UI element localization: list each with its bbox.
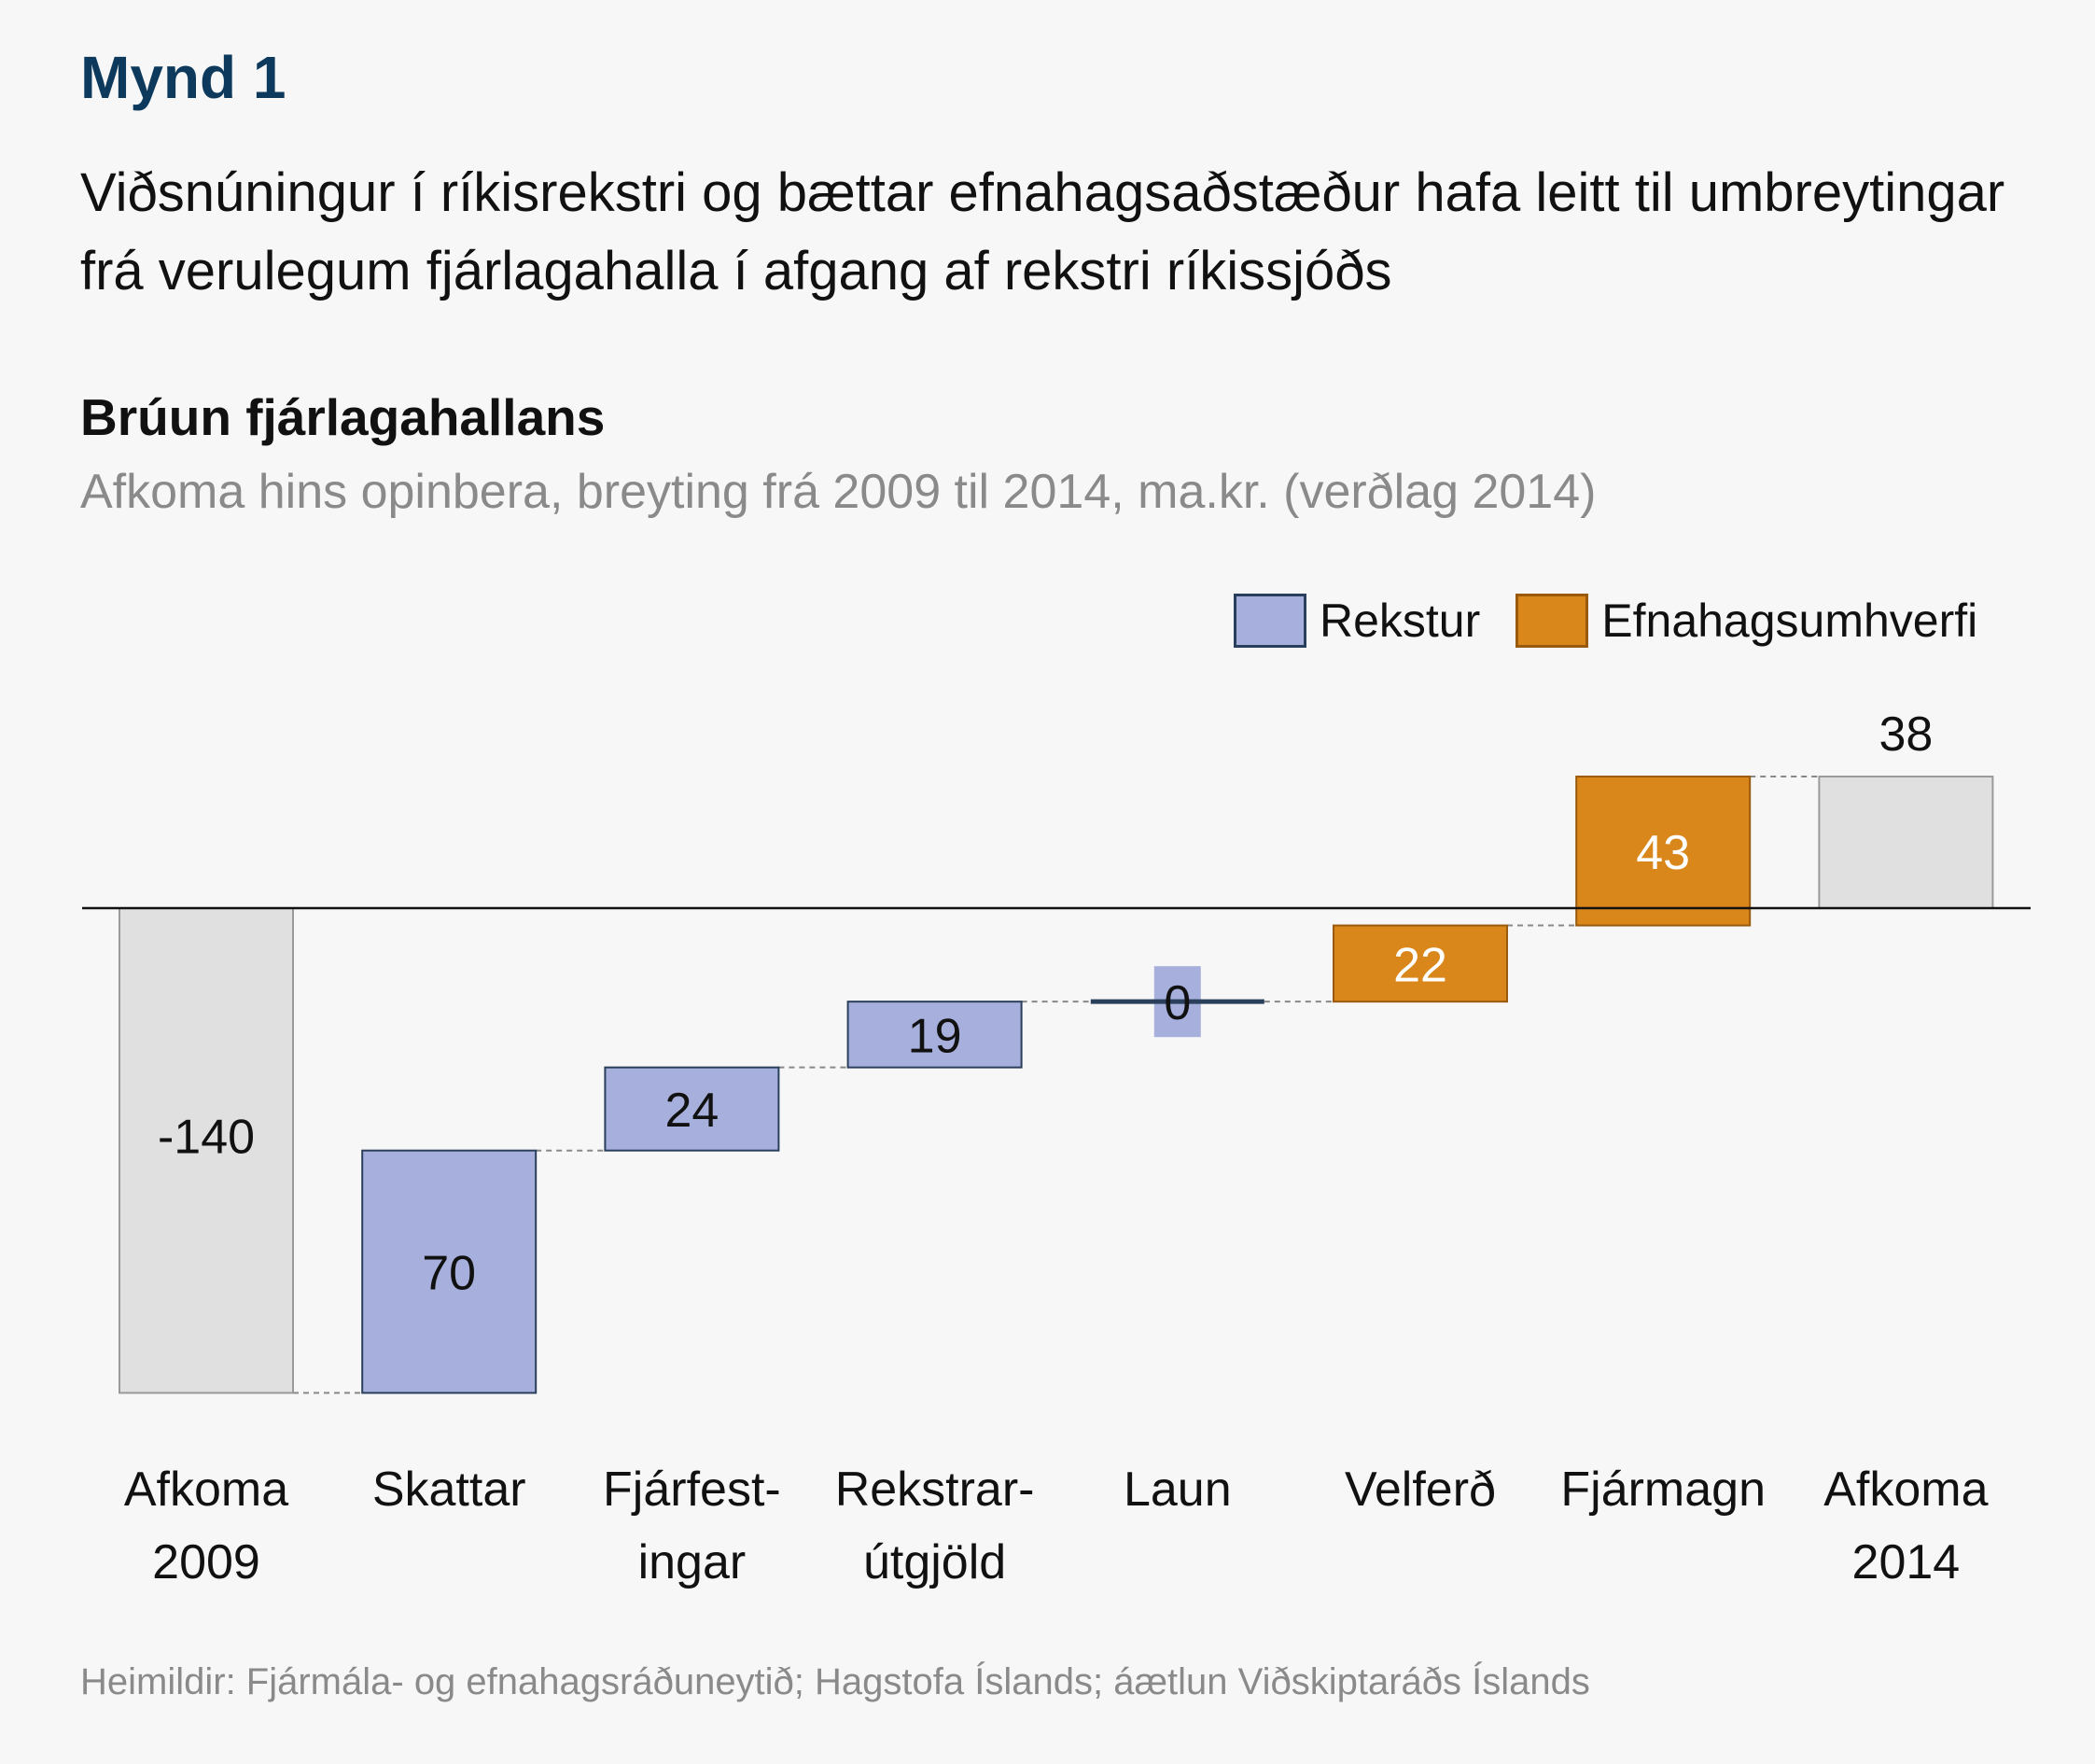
- category-label: Fjárfest-: [603, 1463, 781, 1517]
- data-label: 43: [1636, 826, 1690, 880]
- bar: [361, 1149, 538, 1394]
- data-label: -140: [158, 1111, 255, 1165]
- category-label: útgjöld: [863, 1535, 1006, 1589]
- legend-item-rekstur: Rekstur: [1234, 594, 1480, 648]
- bar: [1575, 776, 1752, 927]
- category-label: Afkoma: [124, 1463, 288, 1517]
- legend-label-efnahagsumhverfi: Efnahagsumhverfi: [1601, 595, 1978, 647]
- bar: [1818, 776, 1994, 910]
- category-label: ingar: [638, 1535, 747, 1589]
- category-label: Laun: [1124, 1463, 1232, 1517]
- chart-subtitle: Afkoma hins opinbera, breyting frá 2009 …: [80, 465, 1597, 519]
- category-label: Fjármagn: [1560, 1463, 1766, 1517]
- legend-swatch-rekstur: [1234, 594, 1306, 648]
- headline: Viðsnúningur í ríkisrekstri og bættar ef…: [80, 162, 2005, 301]
- legend-label-rekstur: Rekstur: [1320, 595, 1481, 647]
- legend-item-efnahagsumhverfi: Efnahagsumhverfi: [1515, 594, 1977, 648]
- bar: [119, 907, 294, 1394]
- bar: [846, 1001, 1023, 1069]
- data-label: 19: [908, 1009, 962, 1063]
- bar: [604, 1066, 780, 1152]
- category-label: Velferð: [1345, 1463, 1496, 1517]
- source-note: Heimildir: Fjármála- og efnahagsráðuneyt…: [80, 1661, 1590, 1702]
- category-label: 2009: [152, 1535, 260, 1589]
- data-label: 22: [1393, 938, 1447, 992]
- bar: [1333, 924, 1508, 1003]
- category-label: Afkoma: [1823, 1463, 1988, 1517]
- data-label: 24: [664, 1084, 719, 1138]
- data-label: 0: [1164, 976, 1191, 1030]
- data-label: 38: [1879, 707, 1933, 762]
- category-label: Rekstrar-: [835, 1463, 1035, 1517]
- chart-title: Brúun fjárlagahallans: [80, 388, 606, 446]
- category-label: Skattar: [372, 1463, 526, 1517]
- category-label: 2014: [1852, 1535, 1961, 1589]
- figure-label: Mynd 1: [80, 44, 286, 111]
- chart-legend: Rekstur Efnahagsumhverfi: [1234, 594, 2013, 648]
- legend-swatch-efnahagsumhverfi: [1515, 594, 1589, 648]
- data-label: 70: [422, 1247, 476, 1301]
